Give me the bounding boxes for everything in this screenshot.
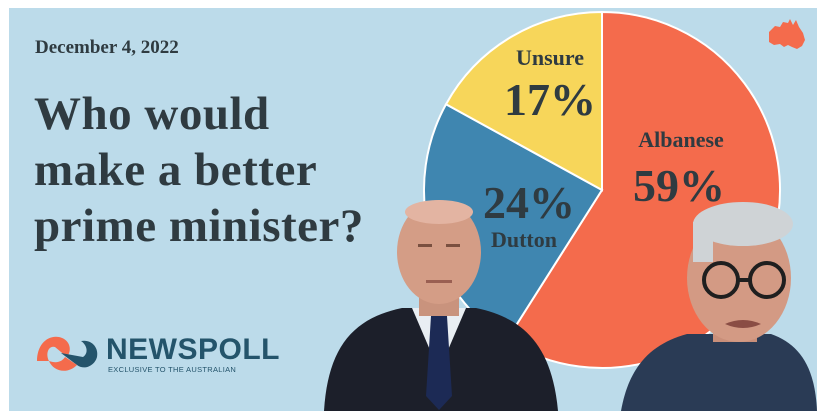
poll-date: December 4, 2022 [35,37,179,58]
headline-line-1: Who would [34,88,270,140]
dutton-photo [324,200,558,411]
australia-map-icon [769,19,805,49]
pie-label-dutton-name: Dutton [491,227,557,252]
headline-line-3: prime minister? [34,200,364,252]
pie-label-unsure-name: Unsure [516,45,584,70]
pie-label-dutton-value: 24% [483,177,575,228]
pie-label-albanese-value: 59% [633,160,725,211]
newspoll-logo-icon [37,336,98,371]
pie-label-albanese-name: Albanese [638,127,724,152]
albanese-photo [621,202,817,411]
brand-tagline: EXCLUSIVE TO THE AUSTRALIAN [108,365,237,374]
brand-name: NEWSPOLL [106,333,280,366]
headline-line-2: make a better [34,144,318,196]
poll-card: December 4, 2022 Who would make a better… [9,8,817,411]
pie-slice-unsure [444,10,603,192]
pie-label-unsure-value: 17% [504,74,596,125]
headline: Who would make a better prime minister? [34,86,364,254]
